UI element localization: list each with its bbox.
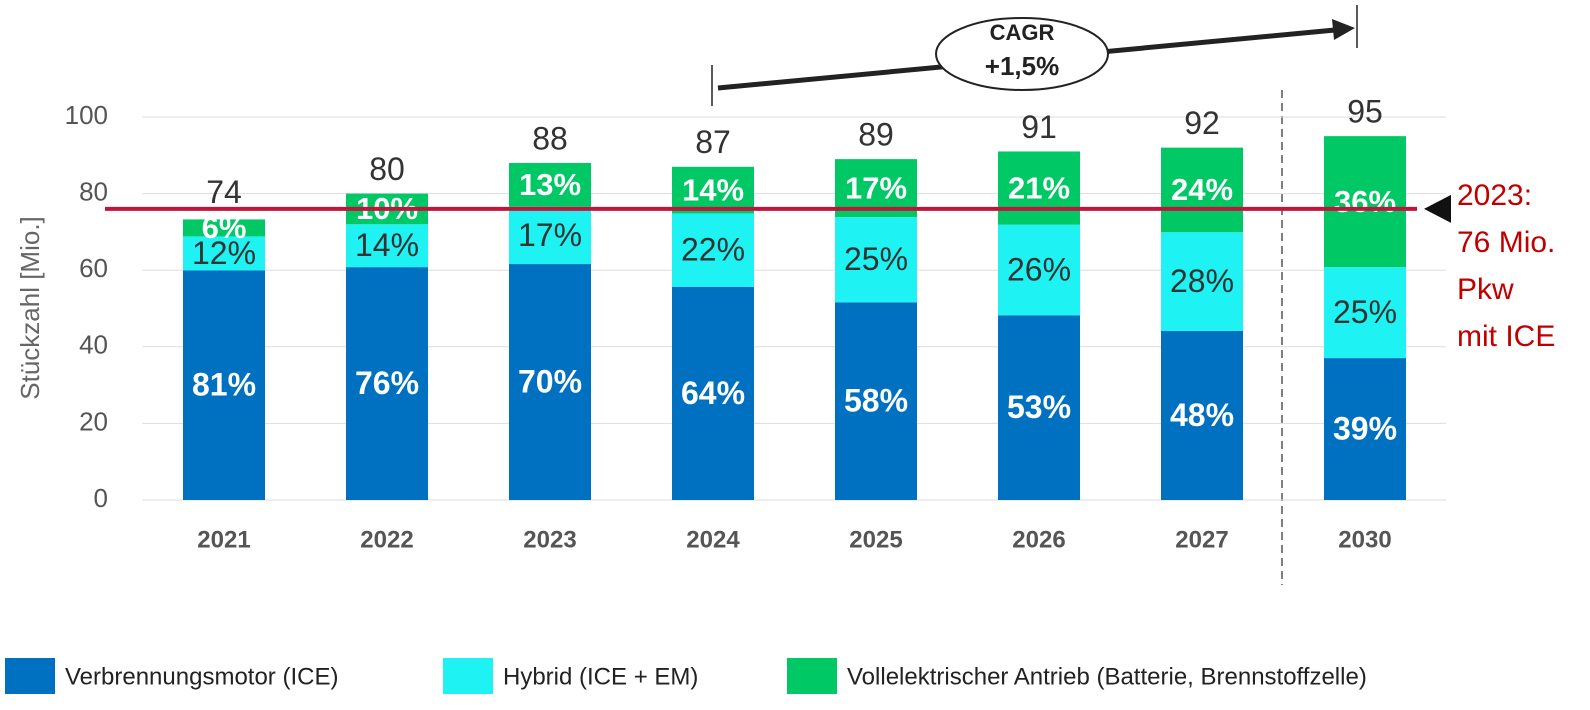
segment-label: 14%	[355, 227, 419, 263]
segment-label: 58%	[844, 383, 908, 419]
legend-label: Hybrid (ICE + EM)	[503, 663, 698, 690]
bar-segment	[835, 217, 917, 303]
segment-label: 53%	[1007, 389, 1071, 425]
cagr-title: CAGR	[990, 20, 1055, 45]
x-tick-label: 2025	[849, 526, 902, 553]
legend-swatch	[787, 658, 837, 694]
cagr-value: +1,5%	[985, 51, 1059, 81]
x-tick-label: 2027	[1175, 526, 1228, 553]
bar-segment	[1324, 358, 1406, 500]
segment-label: 17%	[518, 217, 582, 253]
total-label: 95	[1347, 94, 1383, 130]
reference-pointer	[1424, 194, 1451, 223]
bar-segment	[672, 213, 754, 287]
segment-label: 14%	[682, 172, 744, 207]
segment-label: 12%	[192, 235, 256, 271]
y-tick-label: 0	[94, 483, 108, 513]
reference-label: 76 Mio.	[1457, 226, 1555, 259]
total-label: 89	[858, 117, 894, 153]
bar-segment	[1161, 330, 1243, 500]
segment-label: 48%	[1170, 397, 1234, 433]
bar-segment	[998, 224, 1080, 316]
bar-segment	[672, 166, 754, 214]
x-tick-label: 2026	[1012, 526, 1065, 553]
bar-segment	[1324, 267, 1406, 359]
x-tick-label: 2030	[1338, 526, 1391, 553]
total-label: 80	[369, 151, 405, 187]
bar-segment	[509, 162, 591, 207]
cagr-arrowhead	[1332, 19, 1355, 40]
y-tick-label: 80	[79, 176, 108, 206]
total-label: 91	[1021, 109, 1057, 145]
segment-label: 36%	[1334, 184, 1396, 219]
bar-segment	[1324, 136, 1406, 268]
segment-label: 22%	[681, 232, 745, 268]
segment-label: 39%	[1333, 411, 1397, 447]
segment-label: 17%	[845, 170, 907, 205]
segment-label: 26%	[1007, 251, 1071, 287]
bar-segment	[672, 286, 754, 500]
reference-label: mit ICE	[1457, 320, 1555, 353]
segment-label: 13%	[519, 167, 581, 202]
cagr-ellipse	[935, 17, 1109, 91]
x-tick-label: 2022	[360, 526, 413, 553]
total-label: 88	[532, 120, 568, 156]
segment-label: 70%	[518, 363, 582, 399]
bar-segment	[183, 219, 265, 237]
x-tick-label: 2021	[197, 526, 250, 553]
bar-segment	[183, 236, 265, 271]
segment-label: 76%	[355, 365, 419, 401]
bar-segment	[346, 267, 428, 500]
legend-label: Verbrennungsmotor (ICE)	[65, 663, 338, 690]
x-tick-label: 2023	[523, 526, 576, 553]
bar-segment	[509, 264, 591, 500]
segment-label: 64%	[681, 375, 745, 411]
bar-segment	[346, 224, 428, 268]
legend-swatch	[443, 658, 493, 694]
y-axis-label: Stückzahl [Mio.]	[15, 216, 45, 400]
segment-label: 25%	[844, 241, 908, 277]
bar-segment	[998, 151, 1080, 225]
y-tick-label: 60	[79, 253, 108, 283]
bar-segment	[183, 270, 265, 500]
bar-segment	[835, 302, 917, 500]
bar-segment	[1161, 147, 1243, 233]
total-label: 74	[206, 174, 242, 210]
segment-label: 25%	[1333, 294, 1397, 330]
legend-label: Vollelektrischer Antrieb (Batterie, Bren…	[847, 663, 1367, 690]
reference-label: Pkw	[1457, 273, 1514, 306]
y-tick-label: 100	[65, 100, 108, 130]
segment-label: 28%	[1170, 263, 1234, 299]
segment-label: 24%	[1171, 172, 1233, 207]
y-tick-label: 40	[79, 330, 108, 360]
y-tick-label: 20	[79, 406, 108, 436]
bar-segment	[509, 206, 591, 265]
reference-label: 2023:	[1457, 179, 1532, 212]
x-tick-label: 2024	[686, 526, 740, 553]
bar-segment	[1161, 232, 1243, 331]
total-label: 92	[1184, 105, 1220, 141]
legend-swatch	[5, 658, 55, 694]
segment-label: 21%	[1008, 170, 1070, 205]
segment-label: 6%	[202, 210, 247, 245]
segment-label: 81%	[192, 367, 256, 403]
total-label: 87	[695, 124, 731, 160]
bar-segment	[998, 315, 1080, 500]
